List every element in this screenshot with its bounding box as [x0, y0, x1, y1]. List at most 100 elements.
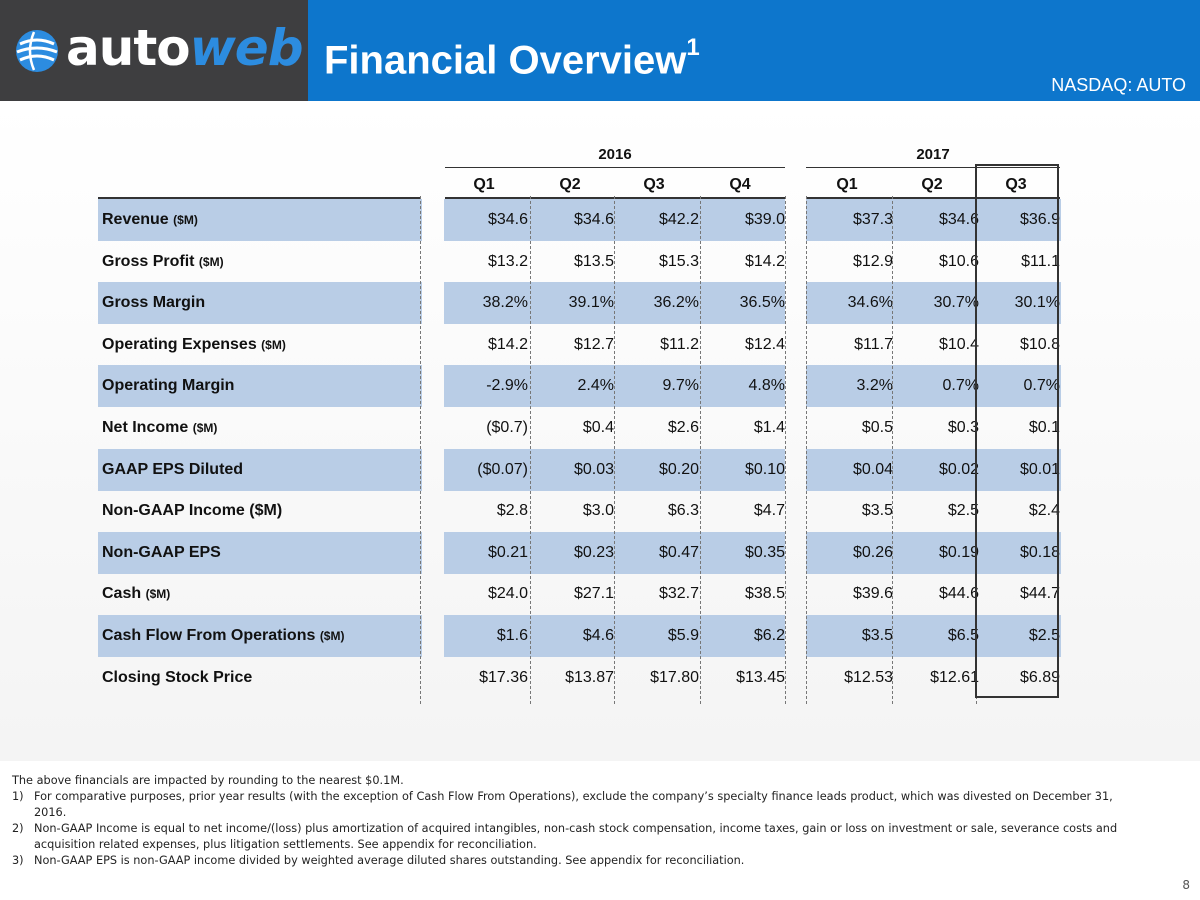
table-cell: $0.47 [658, 543, 699, 561]
table-cell: $12.4 [744, 335, 785, 353]
table-cell: $39.0 [744, 211, 785, 228]
table-cell: $13.5 [573, 252, 614, 270]
row-unit: ($M) [192, 421, 218, 435]
table-cell: $17.80 [650, 668, 699, 686]
table-cell: $0.35 [744, 543, 785, 561]
row-band [98, 365, 422, 408]
logo-wordmark: autoweb [66, 18, 303, 78]
table-cell: $10.8 [1019, 335, 1060, 353]
table-cell: $34.6 [573, 211, 614, 228]
table-cell: $0.18 [1019, 543, 1060, 561]
table-cell: $2.5 [1028, 627, 1060, 644]
row-label: Cash Flow From Operations ($M) [102, 615, 344, 657]
table-row: Operating Expenses ($M) $14.2 $12.7 $11.2 $1… [98, 324, 1060, 366]
table-cell: $14.2 [744, 252, 785, 270]
table-cell: $0.5 [861, 419, 893, 436]
title-banner [308, 0, 1200, 101]
table-cell: $32.7 [658, 585, 699, 603]
table-row: Non-GAAP Income ($M) $2.8 $3.0 $6.3 $4.7 $3.5… [98, 490, 1060, 532]
table-cell: 39.1% [568, 294, 614, 312]
table-cell: $6.2 [753, 627, 785, 644]
footnote-item: 3) Non-GAAP EPS is non-GAAP income divide… [12, 853, 1122, 869]
globe-logo-icon [16, 30, 58, 72]
footnote-item: 2) Non-GAAP Income is equal to net income… [12, 821, 1122, 853]
table-cell: $12.7 [573, 335, 614, 353]
row-label-text: GAAP EPS Diluted [102, 460, 244, 478]
quarter-header: Q3 [1005, 176, 1027, 193]
year-header-2016: 2016 [598, 146, 632, 163]
column-divider [892, 196, 893, 704]
page-number: 8 [1182, 878, 1190, 892]
table-cell: $13.2 [487, 252, 528, 270]
table-cell: $0.20 [658, 460, 699, 478]
row-unit: ($M) [173, 213, 198, 227]
table-row: Revenue ($M) $34.6 $34.6 $42.2 $39.0 $37.3 $34… [98, 199, 1061, 241]
table-cell: ($0.7) [486, 419, 528, 436]
header-rule-left [98, 197, 420, 199]
quarter-header: Q1 [836, 176, 858, 193]
table-cell: $38.5 [744, 585, 785, 603]
quarter-header: Q2 [559, 176, 581, 193]
column-divider [785, 196, 786, 704]
table-cell: -2.9% [486, 377, 528, 395]
table-cell: 34.6% [847, 294, 893, 312]
table-cell: 36.5% [739, 294, 785, 312]
footnote-number: 1) [12, 790, 24, 803]
table-cell: $3.5 [861, 502, 893, 520]
table-row: Cash ($M) $24.0 $27.1 $32.7 $38.5 $39.6 $44.6 $… [98, 573, 1060, 615]
table-cell: $3.5 [861, 627, 893, 644]
footnote-item: 1) For comparative purposes, prior year r… [12, 789, 1122, 821]
table-cell: 9.7% [662, 377, 699, 395]
table-cell: $0.04 [852, 460, 893, 478]
table-cell: $42.2 [658, 211, 699, 228]
row-band [98, 531, 422, 574]
table-row: Net Income ($M) ($0.7) $0.4 $2.6 $1.4 $0.5 $0.… [98, 407, 1060, 449]
table-cell: $2.8 [496, 502, 528, 520]
table-cell: $6.89 [1019, 668, 1060, 686]
footnote-number: 3) [12, 854, 24, 867]
table-cell: $13.45 [736, 668, 785, 686]
row-label-text: Gross Profit [102, 252, 195, 270]
logo-auto-text: auto [66, 19, 191, 77]
row-band [806, 615, 1061, 657]
row-label-text: Non-GAAP Income ($M) [102, 502, 283, 520]
table-cell: 36.2% [653, 294, 699, 312]
table-cell: $13.87 [565, 668, 614, 686]
column-divider [530, 196, 531, 704]
table-cell: $11.7 [854, 335, 893, 353]
row-band [806, 199, 1061, 241]
row-label: Gross Profit ($M) [102, 241, 224, 283]
logo-panel: autoweb [0, 0, 308, 101]
table-cell: $2.5 [947, 502, 979, 520]
table-cell: 38.2% [482, 294, 528, 312]
quarter-header: Q3 [643, 176, 665, 193]
table-cell: $0.26 [852, 543, 893, 561]
table-row: Cash Flow From Operations ($M) $1.6 $4.6 $5… [98, 615, 1061, 657]
quarter-header: Q2 [921, 176, 943, 193]
row-label: Revenue ($M) [102, 199, 198, 241]
table-cell: $10.6 [938, 252, 979, 270]
table-cell: $0.23 [573, 543, 614, 561]
row-label: Gross Margin [102, 282, 205, 324]
row-label-text: Gross Margin [102, 294, 206, 312]
row-label-text: Cash [102, 585, 142, 603]
table-cell: $0.1 [1028, 419, 1060, 436]
quarter-header: Q1 [473, 176, 495, 193]
table-cell: $6.3 [667, 502, 699, 520]
table-cell: $5.9 [667, 627, 699, 644]
row-label: GAAP EPS Diluted [102, 449, 243, 491]
row-band [98, 448, 422, 491]
logo-web-text: web [189, 19, 304, 77]
table-cell: $12.9 [852, 252, 893, 270]
table-cell: $1.4 [753, 419, 785, 436]
table-cell: $27.1 [573, 585, 614, 603]
table-cell: $17.36 [479, 668, 528, 686]
row-band [98, 282, 422, 325]
footnote-intro: The above financials are impacted by rou… [12, 774, 404, 787]
table-cell: $3.0 [582, 502, 614, 520]
table-cell: $37.3 [852, 211, 893, 228]
table-cell: $4.6 [582, 627, 614, 644]
table-row: Operating Margin -2.9% 2.4% 9.7% 4.8% 3.2% 0.7… [98, 365, 1061, 408]
table-cell: $10.4 [938, 335, 979, 353]
footnote-text: Non-GAAP Income is equal to net income/(… [34, 822, 1118, 851]
